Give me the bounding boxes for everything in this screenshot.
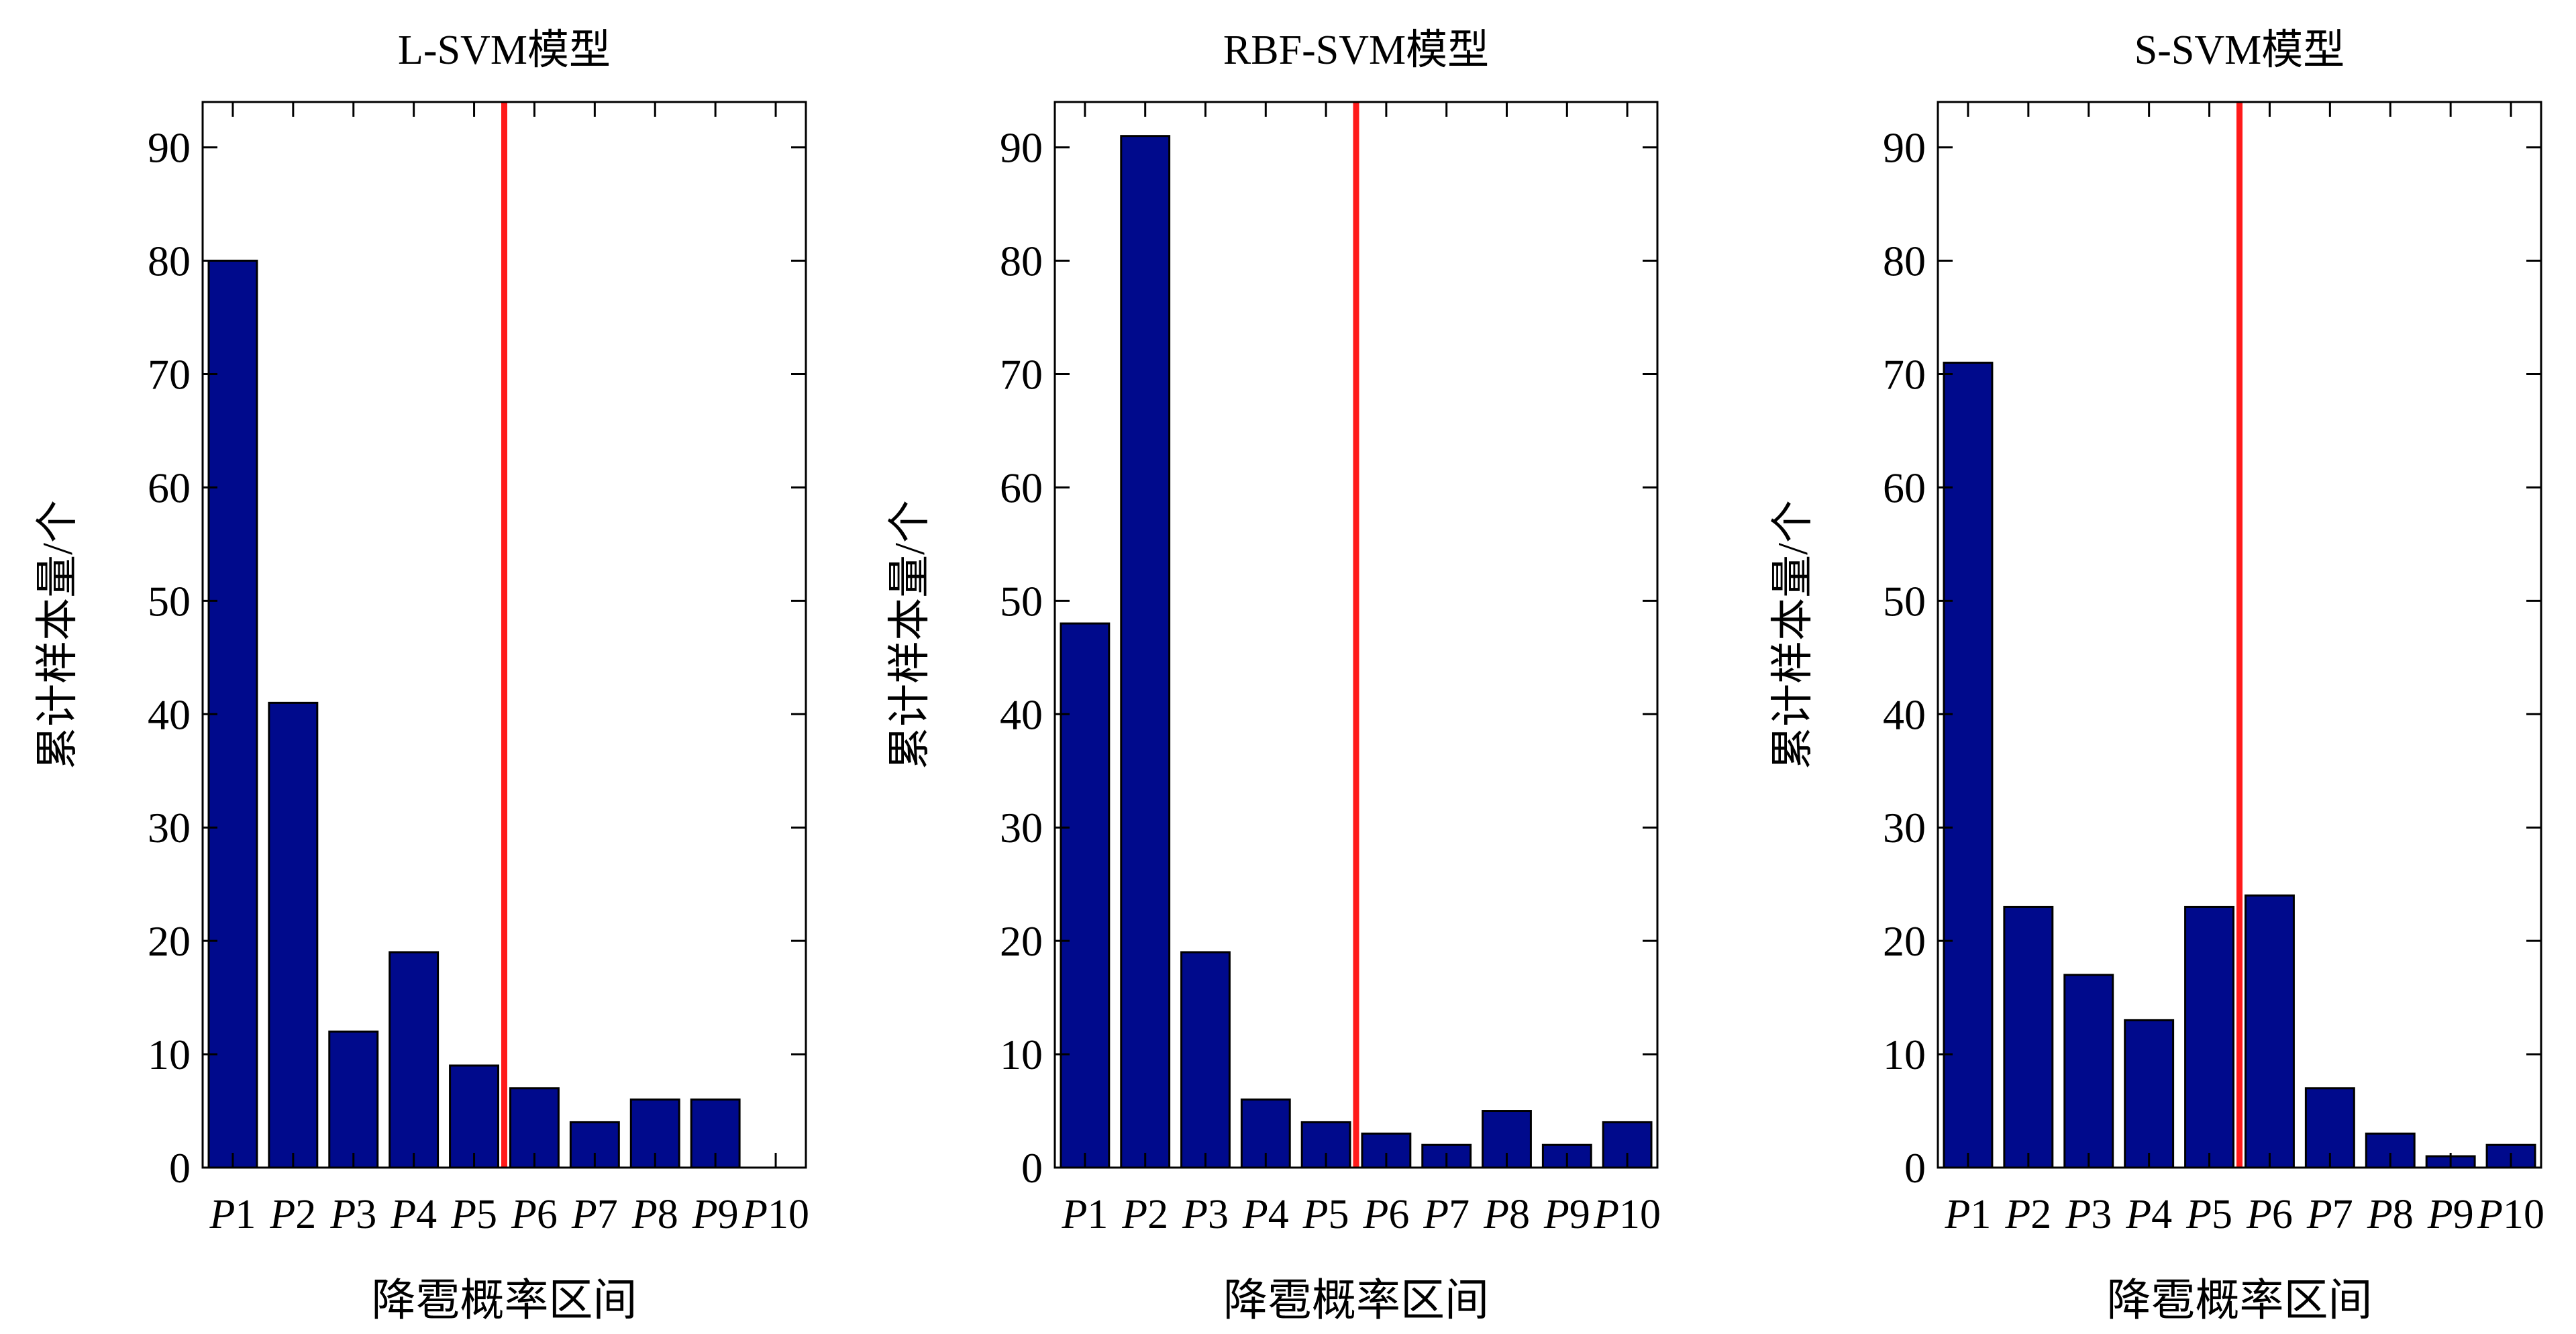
x-axis-label: 降雹概率区间: [372, 1276, 637, 1325]
chart-panel-3: S-SVM模型 0 10 20 30 40 50 60 70 80 90 P1 P2 P3 P4 P5 P6 P7…: [1769, 28, 2544, 1325]
y-tick-label: 90: [1883, 124, 1926, 172]
bar-p2: [268, 701, 319, 1169]
x-tick-label-p6: P6: [511, 1192, 558, 1237]
x-tick-label-p5: P5: [450, 1192, 497, 1237]
y-tick-label: 30: [148, 804, 191, 852]
y-axis-label: 累计样本量/个: [886, 500, 933, 770]
x-tick-label-p5: P5: [1302, 1192, 1349, 1237]
y-tick-label: 20: [1883, 917, 1926, 965]
x-tick-label-p10: P10: [2477, 1192, 2544, 1237]
y-tick-label: 90: [1000, 124, 1043, 172]
bar-p3: [328, 1030, 379, 1169]
bar-p4: [389, 951, 440, 1169]
y-tick-label: 40: [1883, 690, 1926, 738]
plot-frame: [1053, 101, 1659, 1169]
y-tick-label: 10: [1883, 1031, 1926, 1078]
y-tick-label: 0: [1904, 1144, 1926, 1192]
y-tick-label: 30: [1000, 804, 1043, 852]
x-tick-label-p3: P3: [2065, 1192, 2112, 1237]
x-tick-label-p2: P2: [269, 1192, 316, 1237]
y-tick-label: 60: [1000, 464, 1043, 511]
x-tick-label-p1: P1: [209, 1192, 256, 1237]
y-tick-label: 0: [169, 1144, 191, 1192]
x-tick-label-p4: P4: [1242, 1192, 1289, 1237]
y-tick-label: 20: [1000, 917, 1043, 965]
y-tick-label: 50: [1000, 577, 1043, 625]
x-tick-label-p6: P6: [2246, 1192, 2293, 1237]
x-tick-label-p3: P3: [329, 1192, 376, 1237]
bar-p6: [2244, 894, 2295, 1169]
bar-p4: [2124, 1019, 2175, 1169]
x-tick-label-p6: P6: [1362, 1192, 1409, 1237]
bar-p5: [449, 1064, 500, 1169]
y-tick-label: 10: [1000, 1031, 1043, 1078]
chart-title: RBF-SVM模型: [1223, 28, 1489, 73]
y-tick-label: 60: [148, 464, 191, 511]
y-tick-label: 80: [1000, 238, 1043, 285]
y-tick-label: 60: [1883, 464, 1926, 511]
x-axis-label: 降雹概率区间: [2107, 1276, 2373, 1325]
x-tick-label-p2: P2: [1121, 1192, 1168, 1237]
x-tick-label-p10: P10: [1593, 1192, 1661, 1237]
bar-p2: [1120, 135, 1171, 1169]
y-tick-label: 70: [1883, 350, 1926, 398]
chart-panel-1: L-SVM模型 0 10 20 30 40 50 60 70 80 90 P1 P2 P3 P4 P5 P6 P7…: [34, 28, 809, 1325]
y-tick-label: 70: [148, 350, 191, 398]
chart-title: S-SVM模型: [2134, 28, 2345, 73]
plot-frame: [1937, 101, 2542, 1169]
x-tick-label-p5: P5: [2185, 1192, 2232, 1237]
y-tick-label: 30: [1883, 804, 1926, 852]
x-tick-label-p7: P7: [1423, 1192, 1470, 1237]
plot-frame: [201, 101, 807, 1169]
x-tick-label-p1: P1: [1061, 1192, 1108, 1237]
x-tick-label-p9: P9: [2427, 1192, 2474, 1237]
chart-title: L-SVM模型: [398, 28, 611, 73]
chart-panel-2: RBF-SVM模型 0 10 20 30 40 50 60 70 80 90 P1 P2 P3 P4 P5 P6…: [886, 28, 1661, 1325]
x-tick-label-p9: P9: [1543, 1192, 1590, 1237]
y-tick-label: 80: [148, 238, 191, 285]
y-tick-label: 20: [148, 917, 191, 965]
bar-p3: [1180, 951, 1231, 1169]
x-tick-label-p8: P8: [1483, 1192, 1530, 1237]
x-axis-label: 降雹概率区间: [1223, 1276, 1489, 1325]
bar-p2: [2003, 905, 2054, 1169]
x-tick-label-p4: P4: [2125, 1192, 2172, 1237]
y-axis-label: 累计样本量/个: [1769, 500, 1816, 770]
x-tick-label-p4: P4: [390, 1192, 437, 1237]
bar-p3: [2063, 974, 2114, 1169]
y-tick-label: 10: [148, 1031, 191, 1078]
y-tick-label: 0: [1021, 1144, 1043, 1192]
x-tick-label-p1: P1: [1945, 1192, 1992, 1237]
x-tick-label-p3: P3: [1182, 1192, 1229, 1237]
bar-p5: [2184, 905, 2235, 1169]
y-tick-label: 70: [1000, 350, 1043, 398]
y-tick-label: 90: [148, 124, 191, 172]
y-tick-label: 50: [1883, 577, 1926, 625]
y-axis-label: 累计样本量/个: [34, 500, 81, 770]
x-tick-label-p8: P8: [631, 1192, 678, 1237]
y-tick-label: 50: [148, 577, 191, 625]
x-tick-label-p9: P9: [692, 1192, 739, 1237]
x-tick-label-p2: P2: [2004, 1192, 2051, 1237]
x-tick-label-p7: P7: [571, 1192, 618, 1237]
x-tick-label-p10: P10: [741, 1192, 809, 1237]
bar-p1: [1060, 622, 1111, 1169]
y-tick-label: 80: [1883, 238, 1926, 285]
y-tick-label: 40: [148, 690, 191, 738]
bar-p1: [1943, 362, 1994, 1169]
y-tick-label: 40: [1000, 690, 1043, 738]
x-tick-label-p8: P8: [2367, 1192, 2414, 1237]
x-tick-label-p7: P7: [2306, 1192, 2353, 1237]
